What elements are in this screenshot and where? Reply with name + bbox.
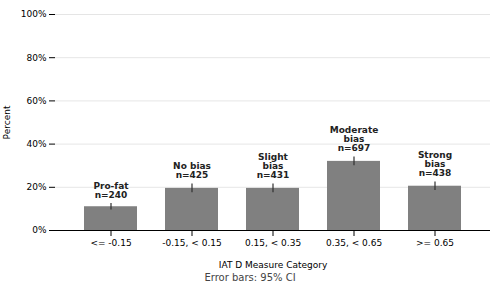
svg-text:Moderatebiasn=697: Moderatebiasn=697 (330, 125, 379, 153)
svg-text:20%: 20% (26, 182, 46, 192)
svg-text:-0.15, < 0.15: -0.15, < 0.15 (162, 238, 221, 248)
svg-text:100%: 100% (21, 9, 47, 19)
svg-text:0.15, < 0.35: 0.15, < 0.35 (245, 238, 301, 248)
svg-text:Pro-fatn=240: Pro-fatn=240 (93, 181, 129, 200)
svg-text:Strongbiasn=438: Strongbiasn=438 (418, 150, 452, 178)
svg-text:Percent: Percent (2, 105, 12, 139)
svg-text:No biasn=425: No biasn=425 (173, 161, 211, 180)
svg-text:60%: 60% (26, 96, 46, 106)
svg-text:80%: 80% (26, 53, 46, 63)
svg-text:IAT D Measure Category: IAT D Measure Category (219, 260, 328, 270)
svg-text:0%: 0% (32, 225, 47, 235)
svg-text:Slightbiasn=431: Slightbiasn=431 (257, 152, 290, 180)
svg-text:>= 0.65: >= 0.65 (416, 238, 454, 248)
svg-text:0.35, < 0.65: 0.35, < 0.65 (326, 238, 382, 248)
svg-text:<= -0.15: <= -0.15 (90, 238, 131, 248)
svg-text:40%: 40% (26, 139, 46, 149)
html-text:Error bars: 95% CI: Error bars: 95% CI (204, 272, 296, 283)
